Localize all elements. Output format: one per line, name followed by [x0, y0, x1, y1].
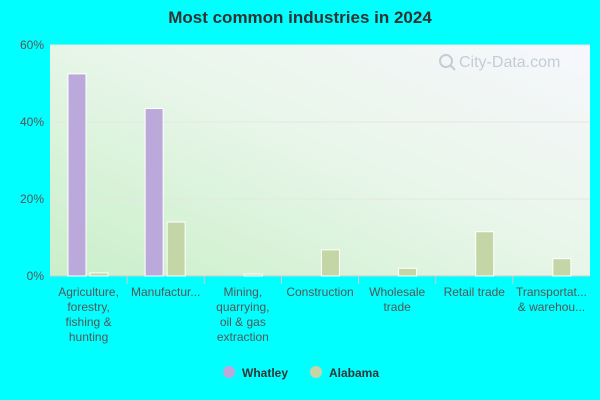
x-tick-label: quarrying,: [216, 300, 269, 314]
gridlines: [50, 44, 590, 200]
bar-alabama-1: [166, 221, 186, 277]
y-tick-label: 40%: [20, 115, 44, 129]
bar-alabama-2: [243, 273, 263, 277]
x-tick-label: Wholesale: [369, 285, 425, 299]
bar-alabama-6: [552, 258, 572, 277]
x-tick-label: hunting: [69, 330, 108, 344]
legend-label-alabama: Alabama: [329, 366, 379, 380]
x-tick-label: extraction: [217, 330, 269, 344]
legend-label-whatley: Whatley: [242, 366, 288, 380]
x-tick-label: Construction: [286, 285, 353, 299]
bar-alabama-3: [320, 249, 340, 277]
bar-alabama-5: [475, 231, 495, 277]
y-tick-label: 20%: [20, 192, 44, 206]
x-tick-label: trade: [383, 300, 411, 314]
y-axis: 0% 20% 40% 60%: [20, 38, 590, 283]
x-tick-label: forestry,: [67, 300, 109, 314]
x-axis: Agriculture,forestry,fishing &hunting Man…: [58, 276, 587, 344]
bar-whatley-0: [67, 73, 87, 277]
x-tick-label: Manufactur...: [131, 285, 200, 299]
plot-background: [50, 45, 590, 276]
x-tick-label: & warehou...: [518, 300, 585, 314]
bar-whatley-1: [144, 108, 164, 277]
chart-title: Most common industries in 2024: [168, 8, 432, 27]
watermark: City-Data.com: [439, 54, 560, 71]
legend-swatch-whatley: [223, 366, 235, 378]
x-tick-label: oil & gas: [220, 315, 266, 329]
x-tick-label: fishing &: [66, 315, 112, 329]
y-tick-label: 60%: [20, 38, 44, 52]
y-tick-label: 0%: [27, 269, 45, 283]
bar-alabama-4: [398, 267, 418, 277]
bars: [67, 73, 572, 277]
x-tick-label: Mining,: [224, 285, 263, 299]
x-tick-label: Transportat...: [516, 285, 587, 299]
legend: Whatley Alabama: [223, 366, 379, 380]
x-tick-label: Agriculture,: [58, 285, 119, 299]
bar-alabama-0: [89, 272, 109, 277]
x-tick-label: Retail trade: [444, 285, 506, 299]
legend-swatch-alabama: [310, 366, 322, 378]
svg-text:City-Data.com: City-Data.com: [459, 54, 560, 71]
